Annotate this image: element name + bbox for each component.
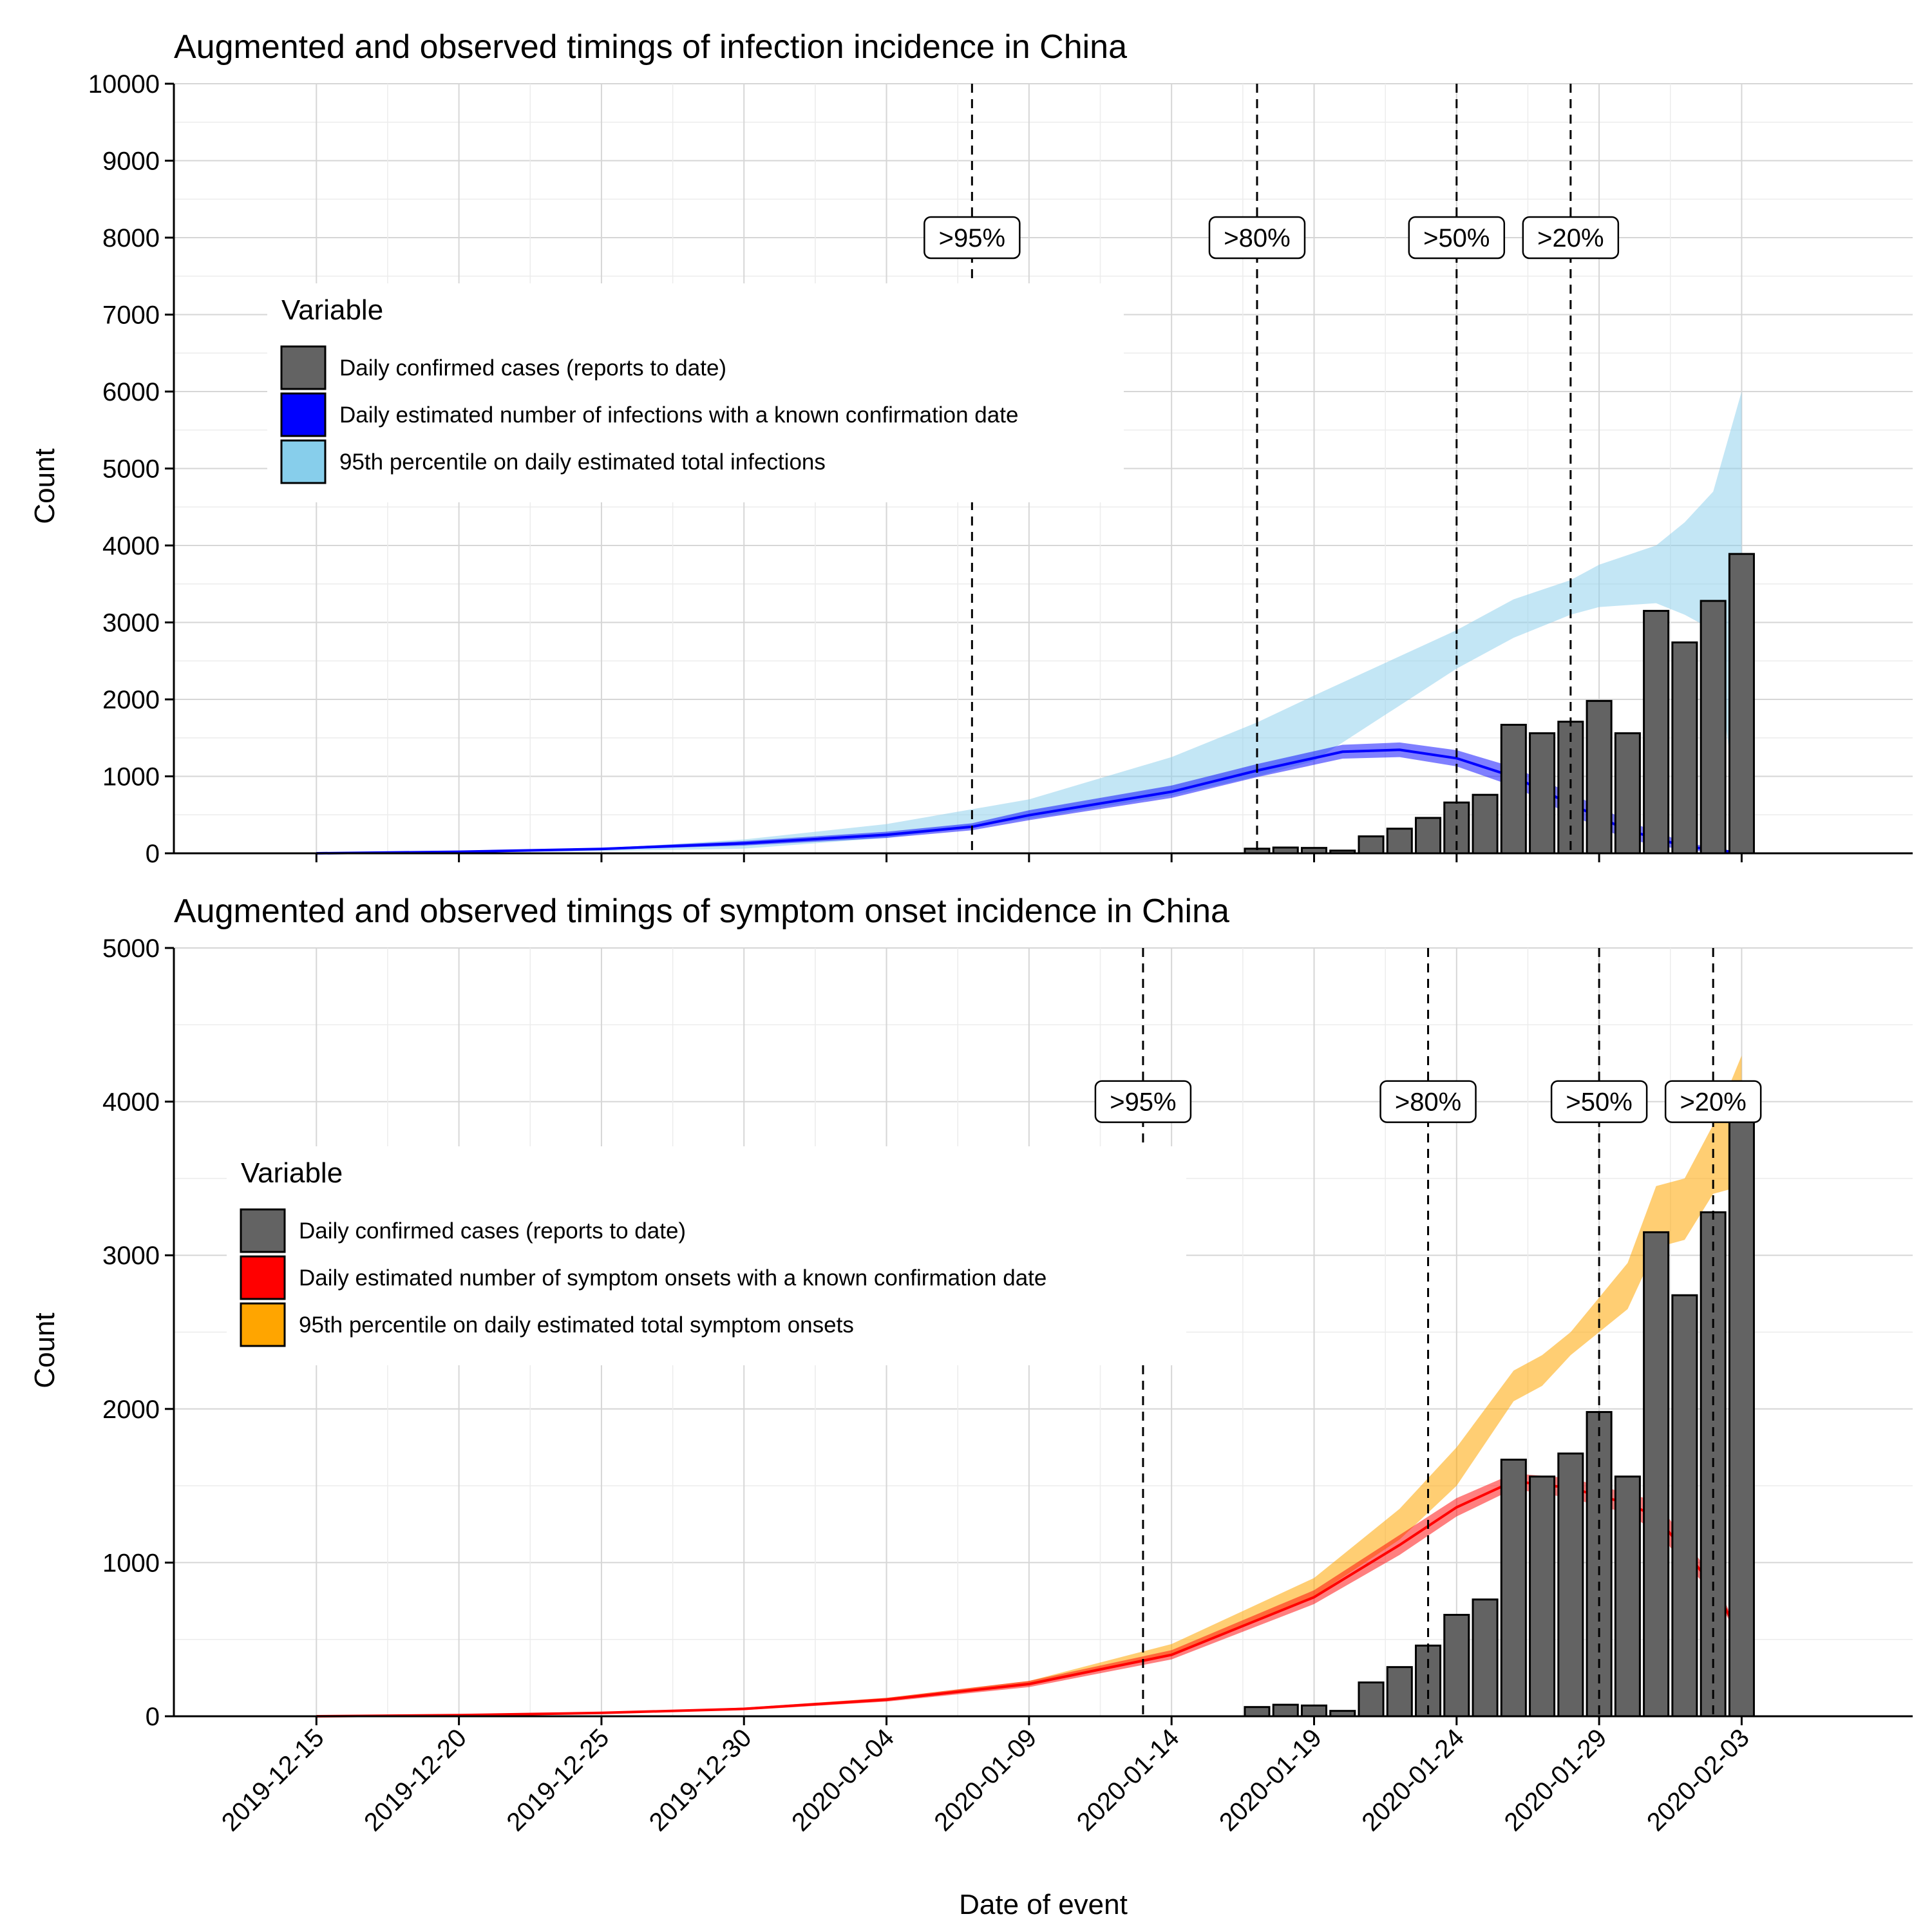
symptom-threshold-label-box <box>1550 1080 1648 1123</box>
infection-bar <box>1415 817 1442 855</box>
infection-y-tick-label: 10000 <box>88 70 160 99</box>
infection-y-tick-label: 3000 <box>102 609 160 638</box>
symptom-bar <box>1300 1704 1328 1718</box>
symptom-threshold-label: >80% <box>1395 1088 1461 1117</box>
symptom-bar <box>1529 1475 1556 1718</box>
symptom-y-tick-label: 5000 <box>102 934 160 963</box>
symptom-threshold-labels: >95% >80% >50% >20% <box>1094 1080 1762 1123</box>
infection-legend-key <box>280 345 327 390</box>
infection-bar <box>1529 732 1556 855</box>
symptom-legend: Variable Daily confirmed cases (reports t… <box>227 1146 1186 1365</box>
symptom-legend-title: Variable <box>241 1157 343 1189</box>
infection-bar <box>1358 835 1385 855</box>
infection-bar <box>1500 723 1527 855</box>
infection-bar <box>1586 699 1613 855</box>
symptom-legend-key <box>240 1255 286 1300</box>
symptom-legend-background <box>227 1146 1186 1365</box>
infection-threshold-label: >95% <box>939 224 1005 252</box>
infection-legend-key <box>280 392 327 437</box>
symptom-bar <box>1557 1452 1584 1718</box>
infection-legend-background <box>267 283 1124 502</box>
infection-legend-label: Daily estimated number of infections wit… <box>339 402 1018 428</box>
symptom-bar <box>1386 1666 1413 1718</box>
infection-panel: Augmented and observed timings of infect… <box>29 28 1913 868</box>
symptom-panel-title: Augmented and observed timings of sympto… <box>174 893 1229 930</box>
symptom-y-tick-label: 4000 <box>102 1088 160 1117</box>
symptom-legend-key <box>240 1208 286 1253</box>
infection-legend-key <box>280 439 327 484</box>
infection-y-tick-label: 1000 <box>102 763 160 791</box>
infection-axes: 0 1000 2000 3000 4000 5000 6000 7000 8000 9000 100… <box>88 70 1913 868</box>
symptom-threshold-label-box <box>1664 1080 1762 1123</box>
infection-threshold-label: >50% <box>1423 224 1490 252</box>
infection-bar <box>1614 732 1641 855</box>
infection-threshold-label-box <box>923 216 1021 260</box>
symptom-threshold-label-box <box>1379 1080 1477 1123</box>
symptom-threshold-label: >50% <box>1566 1088 1632 1117</box>
infection-threshold-label: >20% <box>1537 224 1604 252</box>
symptom-bar <box>1671 1294 1698 1718</box>
symptom-legend-label: Daily confirmed cases (reports to date) <box>299 1218 686 1244</box>
symptom-bar <box>1443 1614 1470 1718</box>
infection-bar <box>1671 641 1698 855</box>
infection-bar <box>1643 610 1670 855</box>
symptom-bar <box>1472 1598 1499 1718</box>
symptom-bar <box>1500 1459 1527 1718</box>
infection-threshold-label-box <box>1208 216 1306 260</box>
symptom-legend-label: 95th percentile on daily estimated total… <box>299 1312 854 1338</box>
symptom-legend-key <box>240 1302 286 1347</box>
infection-bar <box>1472 793 1499 855</box>
symptom-onset-panel: Augmented and observed timings of sympto… <box>29 893 1913 1920</box>
x-axis-title: Date of event <box>959 1889 1128 1920</box>
symptom-bar <box>1244 1706 1271 1718</box>
symptom-threshold-label: >20% <box>1680 1088 1746 1117</box>
infection-threshold-label: >80% <box>1224 224 1290 252</box>
symptom-bar <box>1643 1231 1670 1718</box>
infection-bar <box>1700 600 1727 855</box>
infection-legend: Variable Daily confirmed cases (reports t… <box>267 283 1124 502</box>
symptom-bars <box>1244 1117 1755 1718</box>
infection-legend-label: 95th percentile on daily estimated total… <box>339 450 826 475</box>
infection-threshold-labels: >95% >80% >50% >20% <box>923 216 1620 260</box>
infection-y-tick-label: 8000 <box>102 224 160 252</box>
infection-y-tick-label: 5000 <box>102 455 160 484</box>
symptom-legend-label: Daily estimated number of symptom onsets… <box>299 1265 1046 1291</box>
symptom-bar <box>1272 1703 1299 1718</box>
infection-legend-label: Daily confirmed cases (reports to date) <box>339 355 726 381</box>
symptom-threshold-lines <box>1142 948 1714 1716</box>
symptom-bar <box>1614 1475 1641 1718</box>
symptom-y-tick-label: 2000 <box>102 1396 160 1424</box>
symptom-known-date-line <box>316 1479 1743 1718</box>
infection-threshold-label-box <box>1408 216 1506 260</box>
infection-threshold-label-box <box>1522 216 1620 260</box>
infection-y-tick-label: 4000 <box>102 532 160 560</box>
symptom-y-axis-title: Count <box>29 1312 61 1388</box>
symptom-threshold-label-box <box>1094 1080 1192 1123</box>
infection-bar <box>1728 553 1755 855</box>
infection-panel-title: Augmented and observed timings of infect… <box>174 28 1127 66</box>
infection-y-tick-label: 7000 <box>102 301 160 330</box>
infection-y-tick-label: 2000 <box>102 686 160 714</box>
infection-bar <box>1386 828 1413 855</box>
symptom-bar <box>1586 1411 1613 1718</box>
infection-gridlines <box>174 83 1913 854</box>
infection-y-tick-label: 6000 <box>102 378 160 406</box>
symptom-threshold-label: >95% <box>1110 1088 1176 1117</box>
infection-y-tick-label: 0 <box>146 840 160 868</box>
infection-legend-title: Variable <box>281 294 383 326</box>
symptom-y-tick-label: 3000 <box>102 1242 160 1270</box>
symptom-bar <box>1728 1117 1755 1718</box>
symptom-bar <box>1358 1681 1385 1718</box>
symptom-y-tick-label: 1000 <box>102 1549 160 1577</box>
infection-y-axis-title: Count <box>29 448 61 524</box>
symptom-y-tick-label: 0 <box>146 1703 160 1731</box>
infection-threshold-lines <box>971 84 1572 853</box>
infection-y-tick-label: 9000 <box>102 147 160 176</box>
